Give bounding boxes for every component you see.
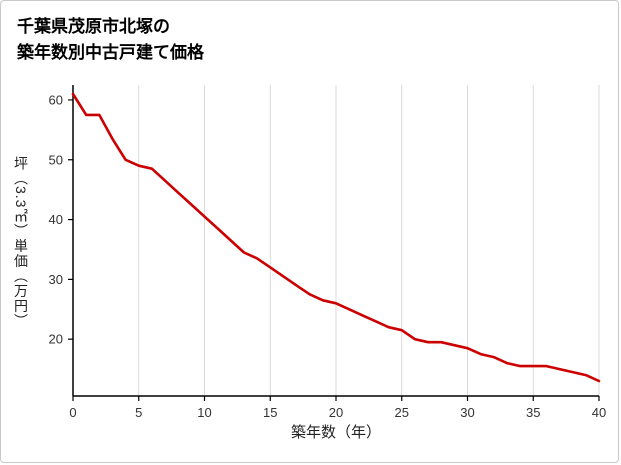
x-tick-label: 25: [395, 405, 409, 420]
x-tick-label: 10: [197, 405, 211, 420]
x-tick-label: 30: [460, 405, 474, 420]
y-tick-label: 40: [49, 212, 63, 227]
y-tick-label: 20: [49, 332, 63, 347]
y-tick-label: 50: [49, 152, 63, 167]
chart-title-line2: 築年数別中古戸建て価格: [17, 42, 204, 62]
x-tick-label: 5: [135, 405, 142, 420]
price-line: [71, 92, 601, 383]
chart-title-line1: 千葉県茂原市北塚の: [17, 17, 170, 36]
x-tick-label: 35: [526, 405, 540, 420]
y-tick-label: 60: [49, 92, 63, 107]
y-axis-label: 坪（3.3㎡）単価（万円）: [13, 156, 29, 329]
x-tick-label: 40: [592, 405, 606, 420]
y-tick-label: 30: [49, 272, 63, 287]
chart-title: 千葉県茂原市北塚の 築年数別中古戸建て価格: [1, 1, 618, 65]
x-tick-label: 0: [69, 405, 76, 420]
x-tick-label: 20: [329, 405, 343, 420]
x-tick-label: 15: [263, 405, 277, 420]
chart-area: 0 5 10 15 20 25 30 35 40 20 30 40 50 60 坪（3.3㎡）単価（万円）…: [1, 77, 618, 462]
x-axis-label: 築年数（年）: [290, 424, 381, 441]
line-chart-svg: 0 5 10 15 20 25 30 35 40 20 30 40 50 60: [49, 85, 606, 420]
